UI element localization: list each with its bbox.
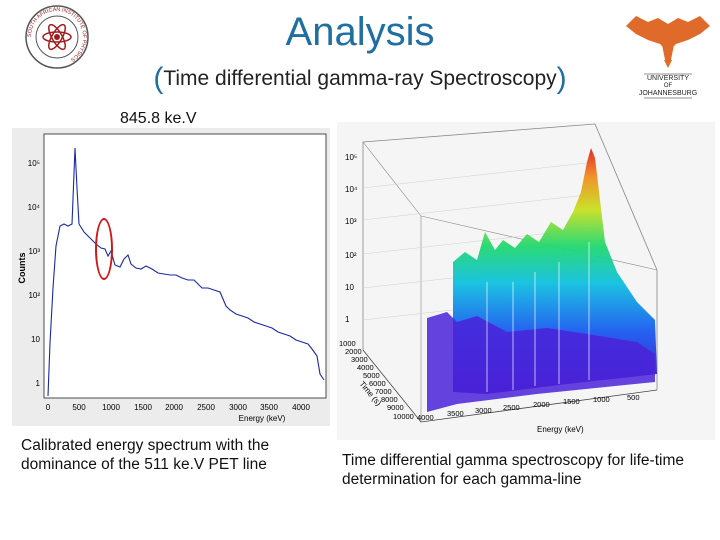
surface-body [427, 148, 657, 412]
spectrum-xtick: 3000 [229, 403, 247, 412]
surface-ztick: 10 [345, 283, 354, 292]
subtitle-open-paren: ( [153, 62, 164, 95]
surface-energy-ticks: 4000 3500 3000 2500 2000 1500 1000 500 [417, 393, 640, 422]
uj-logo: UNIVERSITY OF JOHANNESBURG [618, 4, 718, 100]
surface-energy-tick: 4000 [417, 413, 434, 422]
spectrum-x-ticks: 0 500 1000 1500 2000 2500 3000 3500 4000 [46, 403, 311, 412]
slide-title: Analysis [285, 10, 435, 54]
surface-energy-tick: 2500 [503, 403, 520, 412]
surface-time-tick: 8000 [381, 395, 398, 404]
spectrum-ytick: 1 [36, 379, 41, 388]
surface-time-tick: 2000 [345, 347, 362, 356]
uj-line3: JOHANNESBURG [639, 90, 697, 97]
surface-ztick: 1 [345, 315, 350, 324]
spectrum-xtick: 3500 [260, 403, 278, 412]
surface-energy-tick: 500 [627, 393, 640, 402]
time-differential-surface-plot: 10⁵ 10⁴ 10³ 10² 10 1 1000 2000 3000 4000… [337, 122, 715, 440]
surface-ztick: 10⁴ [345, 185, 358, 194]
surface-ztick: 10⁵ [345, 153, 357, 162]
spectrum-ytick: 10⁴ [28, 203, 41, 212]
energy-spectrum-plot: 10⁵ 10⁴ 10³ 10² 10 1 Counts 0 500 1000 1… [12, 128, 330, 426]
surface-time-tick: 1000 [339, 339, 356, 348]
spectrum-xtick: 500 [72, 403, 86, 412]
surface-energy-tick: 3000 [475, 406, 492, 415]
left-caption: Calibrated energy spectrum with the domi… [21, 437, 270, 473]
peak-highlight-ellipse [95, 218, 113, 280]
surface-time-tick: 5000 [363, 371, 380, 380]
surface-time-tick: 9000 [387, 403, 404, 412]
spectrum-xtick: 4000 [292, 403, 310, 412]
spectrum-xtick: 2500 [197, 403, 215, 412]
surface-time-tick: 7000 [375, 387, 392, 396]
surface-energy-tick: 2000 [533, 400, 550, 409]
spectrum-ytick: 10 [31, 335, 40, 344]
spectrum-xtick: 1500 [134, 403, 152, 412]
uj-line2: OF [664, 83, 673, 89]
surface-energy-label: Energy (keV) [537, 425, 584, 434]
surface-ztick: 10² [345, 251, 357, 260]
surface-energy-tick: 1000 [593, 395, 610, 404]
surface-z-ticks: 10⁵ 10⁴ 10³ 10² 10 1 [345, 153, 358, 324]
slide-subtitle: (Time differential gamma-ray Spectroscop… [0, 62, 720, 96]
spectrum-ylabel: Counts [17, 253, 27, 284]
surface-time-ticks: 1000 2000 3000 4000 5000 6000 7000 8000 … [339, 339, 414, 421]
surface-time-tick: 10000 [393, 412, 414, 421]
spectrum-ytick: 10⁵ [28, 159, 40, 168]
surface-energy-tick: 3500 [447, 409, 464, 418]
spectrum-ytick: 10² [28, 291, 40, 300]
uj-line1: UNIVERSITY [647, 75, 689, 82]
spectrum-ytick: 10³ [28, 247, 40, 256]
saip-logo: SOUTH AFRICAN INSTITUTE OF PHYSICS [24, 4, 90, 70]
peak-energy-label: 845.8 ke.V [120, 110, 197, 127]
surface-energy-tick: 1500 [563, 397, 580, 406]
surface-time-tick: 6000 [369, 379, 386, 388]
surface-time-tick: 4000 [357, 363, 374, 372]
surface-time-tick: 3000 [351, 355, 368, 364]
spectrum-xtick: 1000 [102, 403, 120, 412]
subtitle-close-paren: ) [556, 62, 567, 95]
spectrum-xlabel: Energy (keV) [239, 414, 286, 423]
spectrum-y-ticks: 10⁵ 10⁴ 10³ 10² 10 1 [28, 159, 41, 388]
surface-ztick: 10³ [345, 217, 357, 226]
right-caption: Time differential gamma spectroscopy for… [342, 452, 684, 488]
spectrum-trace [47, 147, 325, 397]
subtitle-text: Time differential gamma-ray Spectroscopy [163, 67, 557, 90]
spectrum-xtick: 0 [46, 403, 51, 412]
spectrum-xtick: 2000 [165, 403, 183, 412]
